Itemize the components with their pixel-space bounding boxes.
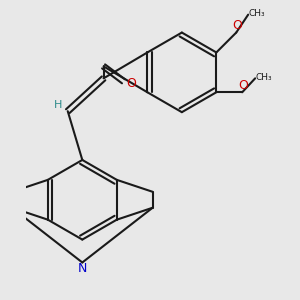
Text: O: O: [126, 77, 136, 90]
Text: N: N: [78, 262, 87, 275]
Text: H: H: [54, 100, 62, 110]
Text: O: O: [232, 19, 242, 32]
Text: O: O: [238, 79, 247, 92]
Text: CH₃: CH₃: [256, 73, 272, 82]
Text: CH₃: CH₃: [249, 9, 266, 18]
